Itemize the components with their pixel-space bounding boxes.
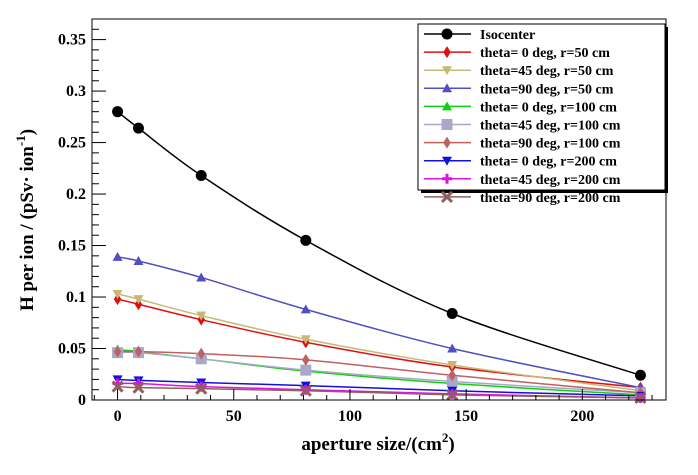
data-point: [634, 391, 647, 405]
data-point: [299, 384, 312, 397]
data-point: [195, 170, 207, 182]
data-point: [300, 335, 311, 345]
data-point: [300, 364, 312, 376]
legend-entry: theta=45 deg, r=50 cm: [424, 64, 614, 79]
legend-marker: [443, 46, 451, 59]
legend-shadow: [665, 27, 668, 193]
legend-marker: [443, 136, 451, 149]
y-tick-label: 0.2: [66, 186, 86, 203]
data-point: [196, 272, 207, 282]
x-tick-label: 0: [114, 408, 122, 425]
data-point: [112, 251, 123, 261]
legend-label: theta=90 deg, r=100 cm: [480, 137, 621, 152]
legend-entry: theta=90 deg, r=50 cm: [424, 82, 614, 97]
legend-label: theta=90 deg, r=50 cm: [480, 82, 614, 97]
y-tick-label: 0.25: [58, 135, 86, 152]
y-tick-label: 0.35: [58, 32, 86, 49]
x-tick-label: 150: [454, 408, 478, 425]
legend-label: Isocenter: [480, 28, 535, 43]
data-point: [447, 360, 458, 370]
legend-label: theta= 0 deg, r=100 cm: [480, 100, 617, 115]
legend-marker: [441, 28, 453, 40]
data-point: [300, 304, 311, 314]
data-point: [112, 106, 124, 118]
legend-label: theta=45 deg, r=100 cm: [480, 119, 621, 134]
y-tick-label: 0: [78, 392, 86, 409]
legend-marker: [441, 119, 453, 130]
legend-marker: [442, 156, 452, 166]
legend-entry: theta=90 deg, r=200 cm: [424, 190, 621, 206]
plot-frame: [91, 18, 667, 401]
data-point: [133, 255, 144, 265]
series-line-1: [117, 298, 641, 389]
legend-entry: theta=45 deg, r=200 cm: [424, 173, 621, 188]
data-point: [197, 347, 205, 360]
legend-entry: theta=45 deg, r=100 cm: [424, 119, 621, 134]
data-point: [133, 295, 144, 305]
data-point: [132, 381, 145, 394]
legend-label: theta= 0 deg, r=50 cm: [480, 46, 610, 61]
data-point: [111, 380, 124, 393]
x-axis-title: aperture size/(cm2): [301, 430, 454, 455]
data-point: [446, 308, 458, 320]
legend: Isocenter theta= 0 deg, r=50 cm theta=45 d…: [417, 23, 668, 206]
legend-entry: theta= 0 deg, r=200 cm: [424, 155, 617, 170]
legend-entry: Isocenter: [424, 28, 535, 43]
legend-entry: theta=90 deg, r=100 cm: [424, 136, 621, 152]
legend-label: theta=90 deg, r=200 cm: [480, 191, 621, 206]
legend-entry: theta= 0 deg, r=100 cm: [424, 100, 617, 115]
legend-shadow-bottom: [421, 190, 668, 193]
legend-marker: [442, 101, 452, 111]
data-point: [112, 289, 123, 299]
legend-label: theta=45 deg, r=50 cm: [480, 64, 614, 79]
series-markers: [111, 106, 647, 405]
data-point: [448, 369, 456, 382]
data-point: [134, 298, 143, 311]
legend-marker: [442, 66, 452, 76]
data-point: [195, 382, 208, 395]
data-point: [300, 234, 312, 246]
legend-label: theta= 0 deg, r=200 cm: [480, 155, 617, 170]
data-point: [113, 345, 122, 358]
y-tick-label: 0.15: [58, 238, 86, 255]
legend-marker: [442, 83, 452, 93]
legend-entries: Isocenter theta= 0 deg, r=50 cm theta=45 d…: [424, 28, 621, 206]
data-point: [132, 122, 144, 134]
legend-marker: [442, 173, 452, 184]
data-point: [302, 353, 310, 366]
data-point: [196, 311, 207, 321]
x-tick-label: 100: [338, 408, 362, 425]
x-tick-label: 50: [226, 408, 242, 425]
legend-label: theta=45 deg, r=200 cm: [480, 173, 621, 188]
y-axis-title: H per ion / (pSv· ion-1): [13, 129, 38, 311]
data-point: [446, 388, 459, 401]
axis-ticks: 0 50 100 150 200 0 0.05 0.1 0.15 0.2 0.25 0.3 0.35: [58, 28, 653, 425]
data-point: [446, 375, 458, 387]
data-point: [113, 293, 122, 306]
y-tick-label: 0.3: [66, 83, 86, 100]
y-tick-label: 0.05: [58, 341, 86, 358]
legend-marker: [440, 190, 454, 203]
data-point: [447, 343, 458, 353]
data-point: [634, 369, 646, 381]
legend-entry: theta= 0 deg, r=50 cm: [424, 46, 610, 61]
x-tick-label: 200: [570, 408, 594, 425]
y-tick-label: 0.1: [66, 289, 86, 306]
data-point: [134, 345, 143, 358]
